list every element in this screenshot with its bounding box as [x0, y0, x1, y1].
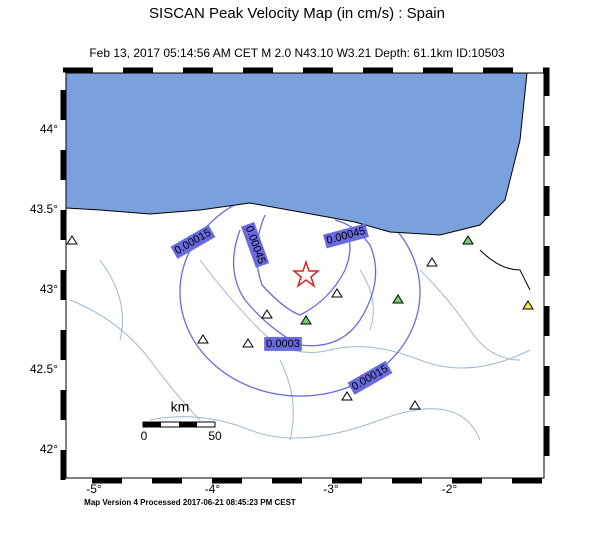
footer: Map Version 4 Processed 2017-06-21 08:45… — [84, 498, 296, 507]
scale-end: 50 — [208, 429, 222, 443]
title: SISCAN Peak Velocity Map (in cm/s) : Spa… — [149, 5, 445, 22]
rivers — [69, 249, 531, 441]
river — [199, 259, 531, 369]
contour-label-text: 0.0003 — [266, 338, 300, 350]
scale-unit: km — [171, 399, 190, 415]
frame-border — [60, 67, 550, 484]
station — [331, 288, 343, 298]
lon-label: -4° — [205, 482, 221, 496]
lat-label: 44° — [40, 122, 58, 136]
lon-label: -3° — [323, 482, 339, 496]
lat-label: 43° — [40, 282, 58, 296]
lat-label: 42° — [40, 442, 58, 456]
contour-label-box — [264, 336, 302, 351]
contour-label: 0.0003 — [264, 336, 302, 351]
station — [197, 334, 209, 344]
station — [300, 315, 312, 325]
station — [242, 338, 254, 348]
map-area: km 0 50 — [66, 73, 544, 478]
border — [479, 249, 531, 291]
river — [99, 259, 123, 341]
stations — [66, 235, 534, 410]
scale-bar-segment — [179, 422, 197, 427]
river — [419, 269, 521, 361]
river — [69, 299, 201, 421]
station — [409, 400, 421, 410]
river — [279, 359, 294, 441]
subtitle: Feb 13, 2017 05:14:56 AM CET M 2.0 N43.1… — [89, 46, 505, 60]
station — [341, 391, 353, 401]
river — [359, 269, 374, 331]
scale-start: 0 — [141, 429, 148, 443]
lon-label: -5° — [86, 482, 102, 496]
frame — [65, 72, 545, 479]
lat-label: 43.5° — [30, 202, 58, 216]
epicenter — [291, 259, 321, 289]
station — [66, 235, 78, 245]
contour-label-box — [241, 222, 270, 268]
lat-label: 42.5° — [30, 362, 58, 376]
station — [261, 309, 273, 319]
contour — [232, 219, 377, 347]
station — [462, 235, 474, 245]
station — [522, 300, 534, 310]
river — [149, 408, 481, 441]
scale-bar: km 0 50 — [141, 399, 222, 443]
station — [426, 257, 438, 267]
lon-label: -2° — [442, 482, 458, 496]
scale-bar-segment — [143, 422, 161, 427]
contour-label-box — [170, 224, 216, 259]
contour-label-box — [323, 223, 369, 249]
sea — [66, 73, 528, 236]
station — [392, 294, 404, 304]
contour-label-box — [347, 360, 393, 395]
